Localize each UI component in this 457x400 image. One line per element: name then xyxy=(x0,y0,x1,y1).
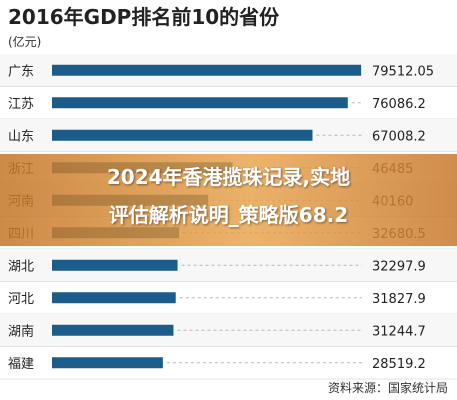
promo-overlay-band xyxy=(0,154,457,246)
chart-title: 2016年GDP排名前10的省份 xyxy=(8,5,280,29)
overlay-line-2: 评估解析说明_策略版68.2 xyxy=(108,203,349,227)
category-label: 福建 xyxy=(8,357,34,372)
value-label: 67008.2 xyxy=(372,129,426,144)
value-label: 76086.2 xyxy=(372,97,426,112)
value-label: 31827.9 xyxy=(372,292,426,307)
category-label: 江苏 xyxy=(8,96,34,112)
value-label: 32297.9 xyxy=(372,259,426,274)
bar xyxy=(52,64,362,76)
value-label: 79512.05 xyxy=(372,64,434,79)
bar xyxy=(52,259,178,271)
category-label: 湖南 xyxy=(8,323,34,339)
unit-label: (亿元) xyxy=(8,34,41,49)
overlay-line-1: 2024年香港揽珠记录,实地 xyxy=(106,165,351,189)
category-label: 湖北 xyxy=(8,259,34,274)
source-note: 资料来源：国家统计局 xyxy=(328,380,448,395)
bar xyxy=(52,324,174,336)
bar xyxy=(52,357,163,369)
value-label: 31244.7 xyxy=(372,324,426,339)
bar xyxy=(52,97,348,109)
category-label: 山东 xyxy=(8,129,34,144)
bar xyxy=(52,129,313,141)
promo-overlay-text: 2024年香港揽珠记录,实地 评估解析说明_策略版68.2 xyxy=(0,158,457,234)
category-label: 广东 xyxy=(8,64,34,79)
category-label: 河北 xyxy=(8,292,34,307)
bar xyxy=(52,292,176,304)
value-label: 28519.2 xyxy=(372,357,426,372)
